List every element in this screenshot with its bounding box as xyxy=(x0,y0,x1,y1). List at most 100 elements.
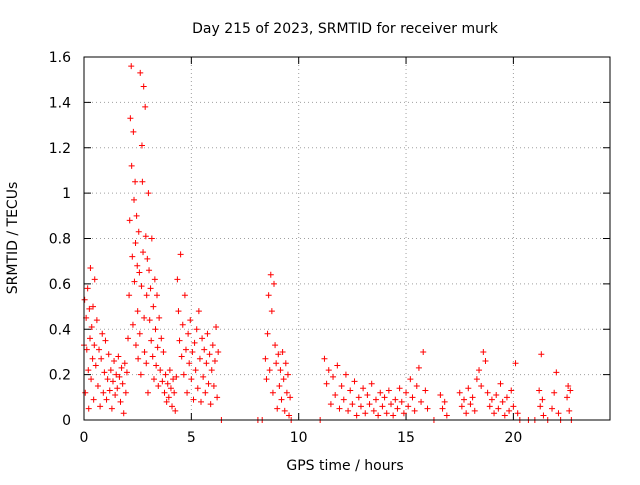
data-point xyxy=(420,348,427,355)
data-point xyxy=(193,326,200,333)
data-point xyxy=(90,303,97,310)
data-point xyxy=(213,323,220,330)
data-point xyxy=(411,407,418,414)
data-point xyxy=(323,380,330,387)
data-point xyxy=(471,407,478,414)
data-point xyxy=(138,142,145,149)
data-point xyxy=(540,412,547,419)
data-point xyxy=(141,314,148,321)
data-point xyxy=(85,367,92,374)
data-point xyxy=(501,412,508,419)
data-point xyxy=(210,382,217,389)
data-point xyxy=(555,410,562,417)
y-tick-label: 1.4 xyxy=(49,95,71,111)
y-tick-label: 0.6 xyxy=(49,277,71,293)
data-point xyxy=(203,360,210,367)
data-point xyxy=(102,337,109,344)
data-point xyxy=(456,389,463,396)
data-point xyxy=(347,387,354,394)
data-point xyxy=(131,278,138,285)
data-point xyxy=(175,308,182,315)
data-point xyxy=(286,412,293,419)
data-point xyxy=(142,103,149,110)
data-point xyxy=(201,346,208,353)
data-point xyxy=(403,389,410,396)
data-point xyxy=(176,337,183,344)
data-point xyxy=(394,405,401,412)
data-point xyxy=(274,405,281,412)
data-point xyxy=(170,376,177,383)
data-point xyxy=(493,392,500,399)
data-point xyxy=(132,240,139,247)
data-point xyxy=(443,412,450,419)
data-point xyxy=(135,355,142,362)
data-point xyxy=(146,267,153,274)
data-point xyxy=(132,178,139,185)
x-tick-label: 20 xyxy=(504,430,522,446)
data-point xyxy=(340,396,347,403)
data-point xyxy=(139,178,146,185)
y-tick-label: 0.8 xyxy=(49,232,71,248)
data-point xyxy=(189,348,196,355)
data-point xyxy=(202,389,209,396)
data-point xyxy=(157,367,164,374)
data-point xyxy=(163,398,170,405)
x-tick-label: 5 xyxy=(187,430,196,446)
data-point xyxy=(463,410,470,417)
data-point xyxy=(135,228,142,235)
data-point xyxy=(214,394,221,401)
grid xyxy=(84,57,610,420)
data-point xyxy=(282,360,289,367)
data-point xyxy=(105,351,112,358)
data-point xyxy=(287,394,294,401)
data-point xyxy=(467,401,474,408)
data-point xyxy=(155,382,162,389)
data-point xyxy=(153,292,160,299)
data-point xyxy=(280,376,287,383)
data-point xyxy=(506,407,513,414)
data-point xyxy=(215,348,222,355)
data-point xyxy=(327,401,334,408)
data-point xyxy=(172,407,179,414)
data-point xyxy=(441,398,448,405)
data-point xyxy=(508,387,515,394)
data-point xyxy=(149,353,156,360)
data-point xyxy=(103,396,110,403)
data-point xyxy=(383,410,390,417)
data-point xyxy=(84,285,91,292)
data-point xyxy=(164,380,171,387)
data-point xyxy=(491,410,498,417)
data-point xyxy=(98,355,105,362)
data-point xyxy=(156,314,163,321)
y-tick-label: 0 xyxy=(62,413,71,429)
data-point xyxy=(127,115,134,122)
data-point xyxy=(398,398,405,405)
data-point xyxy=(355,394,362,401)
data-point xyxy=(115,353,122,360)
plot-frame xyxy=(83,56,611,421)
data-point xyxy=(553,369,560,376)
data-point xyxy=(422,387,429,394)
data-point xyxy=(129,253,136,260)
data-point xyxy=(195,308,202,315)
data-point xyxy=(283,389,290,396)
data-point xyxy=(191,339,198,346)
data-point xyxy=(503,394,510,401)
data-point xyxy=(566,407,573,414)
y-tick-label: 0.4 xyxy=(49,322,71,338)
data-point xyxy=(173,373,180,380)
data-point xyxy=(196,355,203,362)
data-point xyxy=(366,401,373,408)
data-point xyxy=(377,389,384,396)
data-point xyxy=(265,292,272,299)
data-point xyxy=(268,308,275,315)
data-point xyxy=(181,292,188,299)
x-axis-label: GPS time / hours xyxy=(286,458,403,474)
data-point xyxy=(120,410,127,417)
data-point xyxy=(208,367,215,374)
data-point xyxy=(211,358,218,365)
data-point xyxy=(497,380,504,387)
data-point xyxy=(152,326,159,333)
data-point xyxy=(91,276,98,283)
